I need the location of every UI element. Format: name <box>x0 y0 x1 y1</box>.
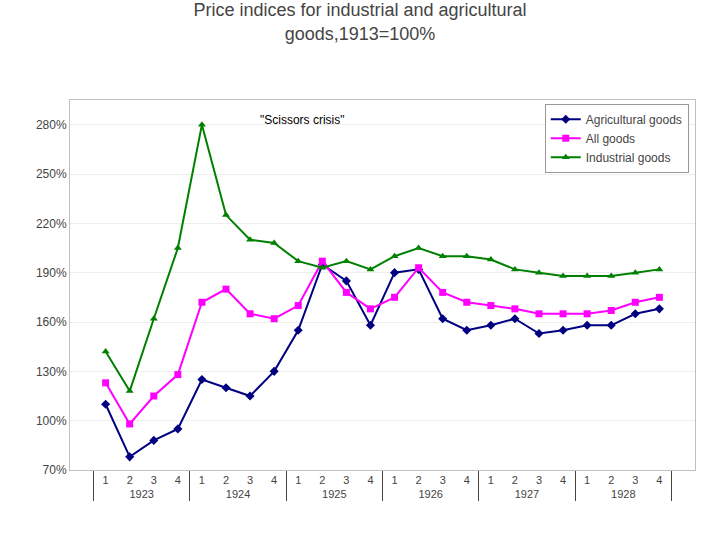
svg-text:1928: 1928 <box>611 488 635 500</box>
svg-text:160%: 160% <box>36 315 67 329</box>
svg-text:1926: 1926 <box>418 488 442 500</box>
svg-text:4: 4 <box>560 474 566 486</box>
svg-text:Agricultural goods: Agricultural goods <box>586 113 682 127</box>
svg-text:2: 2 <box>416 474 422 486</box>
svg-text:250%: 250% <box>36 167 67 181</box>
svg-text:1927: 1927 <box>515 488 539 500</box>
svg-text:3: 3 <box>536 474 542 486</box>
svg-text:4: 4 <box>464 474 470 486</box>
svg-text:1: 1 <box>199 474 205 486</box>
svg-text:Price indices for industrial a: Price indices for industrial and agricul… <box>193 0 526 43</box>
svg-text:1925: 1925 <box>322 488 346 500</box>
svg-text:1: 1 <box>391 474 397 486</box>
svg-text:2: 2 <box>319 474 325 486</box>
svg-text:4: 4 <box>175 474 181 486</box>
svg-text:2: 2 <box>608 474 614 486</box>
svg-text:Industrial goods: Industrial goods <box>586 151 671 165</box>
svg-text:2: 2 <box>512 474 518 486</box>
svg-text:1: 1 <box>584 474 590 486</box>
svg-text:"Scissors crisis": "Scissors crisis" <box>260 113 345 127</box>
svg-text:190%: 190% <box>36 266 67 280</box>
svg-text:1: 1 <box>295 474 301 486</box>
svg-text:All goods: All goods <box>586 132 635 146</box>
svg-text:3: 3 <box>632 474 638 486</box>
svg-text:4: 4 <box>271 474 277 486</box>
svg-text:2: 2 <box>127 474 133 486</box>
svg-text:1: 1 <box>488 474 494 486</box>
svg-text:3: 3 <box>151 474 157 486</box>
svg-text:100%: 100% <box>36 414 67 428</box>
svg-text:3: 3 <box>343 474 349 486</box>
svg-text:1: 1 <box>103 474 109 486</box>
svg-text:3: 3 <box>247 474 253 486</box>
svg-text:130%: 130% <box>36 365 67 379</box>
svg-text:70%: 70% <box>43 463 67 477</box>
svg-text:3: 3 <box>440 474 446 486</box>
svg-text:220%: 220% <box>36 217 67 231</box>
svg-text:1924: 1924 <box>226 488 250 500</box>
svg-text:1923: 1923 <box>129 488 153 500</box>
svg-text:280%: 280% <box>36 118 67 132</box>
svg-text:4: 4 <box>367 474 373 486</box>
svg-text:4: 4 <box>656 474 662 486</box>
svg-text:2: 2 <box>223 474 229 486</box>
